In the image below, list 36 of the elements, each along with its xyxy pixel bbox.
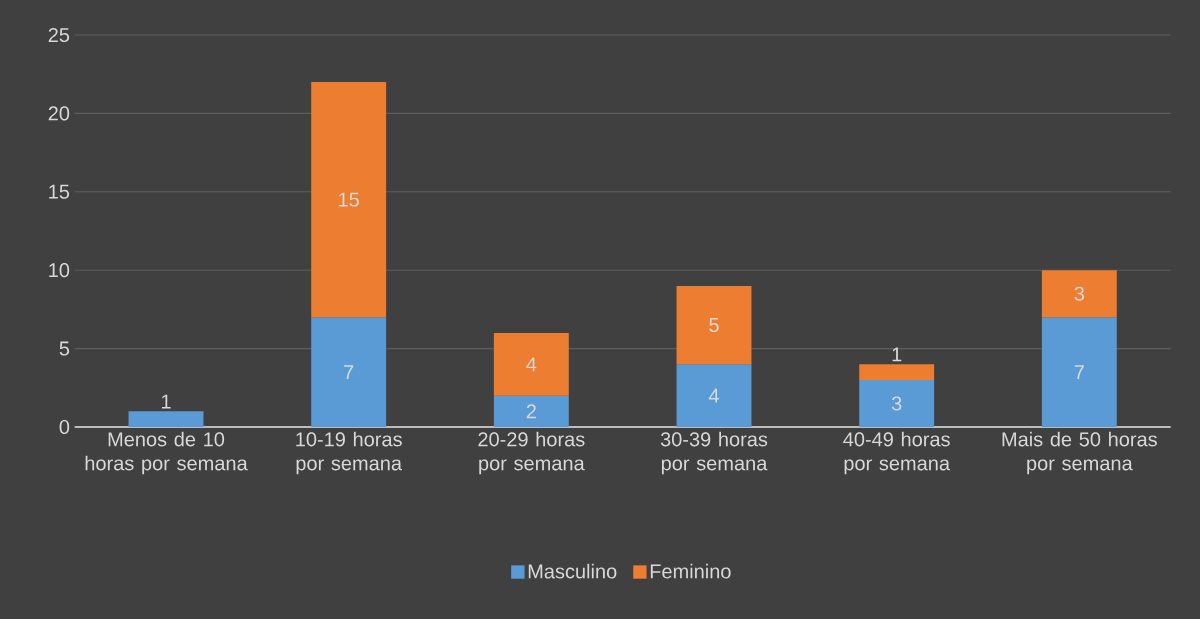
legend-label: Masculino — [528, 563, 617, 579]
data-label: 1 — [892, 347, 902, 362]
bar — [859, 364, 935, 380]
bar — [493, 395, 569, 427]
y-tick-label: 5 — [59, 341, 70, 356]
data-label: 4 — [526, 357, 537, 372]
x-tick-label: 20-29 horas por semana — [478, 431, 585, 475]
y-tick-label: 20 — [48, 106, 70, 121]
x-tick-label: Menos de 10 horas por semana — [85, 431, 248, 475]
data-label: 5 — [709, 318, 719, 333]
bar — [676, 285, 752, 365]
legend-label: Feminino — [650, 563, 731, 579]
data-label: 2 — [526, 404, 536, 419]
bar — [676, 364, 752, 427]
x-tick-label: 40-49 horas por semana — [843, 431, 951, 475]
y-tick-label: 0 — [59, 419, 70, 435]
y-tick-label: 15 — [49, 184, 70, 199]
bar — [859, 379, 935, 427]
data-label: 15 — [339, 192, 359, 207]
bar — [493, 332, 569, 396]
bar — [1041, 270, 1117, 318]
bar — [128, 411, 204, 427]
x-tick-label: 30-39 horas por semana — [660, 431, 768, 475]
data-label: 4 — [708, 388, 719, 403]
x-tick-label: 10-19 horas por semana — [296, 431, 403, 475]
data-label: 7 — [344, 365, 354, 379]
bar — [311, 82, 387, 318]
x-tick-label: Mais de 50 horas por semana — [1002, 431, 1157, 475]
data-label: 7 — [1074, 365, 1084, 379]
y-tick-label: 25 — [48, 27, 70, 43]
data-label: 3 — [891, 396, 902, 411]
bar — [311, 317, 387, 427]
data-label: 3 — [1074, 286, 1085, 301]
data-label: 1 — [161, 394, 171, 409]
y-tick-label: 10 — [49, 263, 70, 278]
bar — [1041, 317, 1117, 427]
